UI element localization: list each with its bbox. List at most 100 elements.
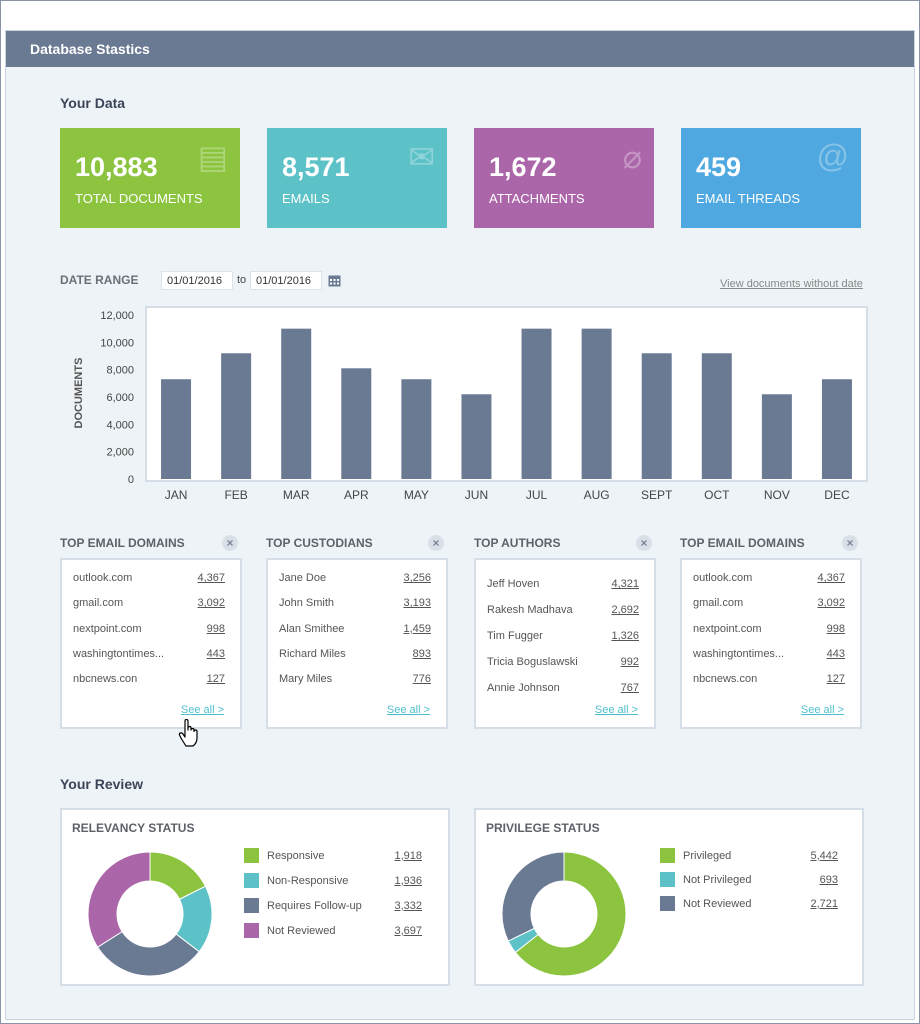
relevancy-status-card: RELEVANCY STATUS Responsive 1,918 Non-Resp… [60, 808, 450, 986]
your-review-heading: Your Review [60, 776, 143, 792]
list-item: gmail.com 3,092 [73, 597, 225, 609]
stat-value: 10,883 [75, 152, 158, 182]
item-count-link[interactable]: 998 [826, 622, 845, 635]
close-icon[interactable]: × [842, 535, 858, 551]
item-count-link[interactable]: 4,321 [611, 578, 639, 590]
legend-swatch [244, 848, 259, 863]
view-documents-without-date-link[interactable]: View documents without date [720, 278, 863, 290]
document-icon: ▤ [197, 139, 228, 175]
close-icon[interactable]: × [222, 535, 238, 551]
stat-card[interactable]: 8,571 EMAILS ✉ [267, 128, 447, 228]
legend-value-link[interactable]: 3,332 [394, 899, 422, 912]
item-name: nextpoint.com [693, 622, 762, 635]
see-all-link[interactable]: See all > [386, 704, 430, 716]
legend-value-link[interactable]: 3,697 [394, 924, 422, 937]
list-item: outlook.com 4,367 [73, 572, 225, 584]
at-icon: @ [816, 138, 849, 174]
y-tick-label: 6,000 [106, 392, 134, 404]
date-to-input[interactable]: 01/01/2016 [250, 271, 322, 290]
bar-nov [761, 394, 792, 479]
legend-value-link[interactable]: 693 [819, 873, 838, 886]
widget-list: Jane Doe 3,256 John Smith 3,193 Alan Smithee… [266, 558, 448, 729]
bar-jun [461, 394, 492, 479]
privilege-title: PRIVILEGE STATUS [486, 821, 600, 835]
donut-slice[interactable] [514, 851, 627, 977]
item-count-link[interactable]: 893 [412, 647, 431, 660]
item-count-link[interactable]: 992 [620, 656, 639, 668]
close-icon[interactable]: × [636, 535, 652, 551]
x-tick-label: APR [344, 488, 369, 502]
donut-slice[interactable] [87, 851, 151, 948]
item-count-link[interactable]: 3,092 [817, 597, 845, 610]
y-tick-label: 2,000 [106, 447, 134, 459]
bar-aug [581, 328, 612, 479]
stat-card[interactable]: 1,672 ATTACHMENTS ⌀ [474, 128, 654, 228]
item-count-link[interactable]: 4,367 [197, 572, 225, 584]
x-tick-label: OCT [704, 488, 730, 502]
list-item: Jane Doe 3,256 [279, 572, 431, 584]
item-count-link[interactable]: 127 [826, 673, 845, 686]
legend-item: Non-Responsive 1,936 [244, 873, 422, 888]
item-name: washingtontimes... [693, 647, 785, 660]
item-name: John Smith [279, 597, 335, 610]
legend-value-link[interactable]: 2,721 [810, 897, 838, 910]
list-item: Annie Johnson 767 [487, 682, 639, 694]
y-tick-label: 8,000 [106, 365, 134, 377]
stat-label: TOTAL DOCUMENTS [75, 191, 203, 206]
widget-list: outlook.com 4,367 gmail.com 3,092 nextpoint.… [60, 558, 242, 729]
legend-label: Requires Follow-up [267, 899, 362, 912]
item-count-link[interactable]: 3,092 [197, 597, 225, 610]
see-all-link[interactable]: See all > [594, 704, 638, 716]
database-statistics-panel: Database Stastics Your Data 10,883 TOTAL … [5, 30, 915, 1020]
legend-swatch [660, 896, 675, 911]
calendar-icon[interactable] [328, 274, 341, 287]
list-item: Alan Smithee 1,459 [279, 623, 431, 635]
item-count-link[interactable]: 443 [826, 647, 845, 660]
donut-slice[interactable] [501, 851, 565, 942]
item-count-link[interactable]: 776 [412, 673, 431, 686]
list-item: washingtontimes... 443 [693, 648, 845, 660]
item-count-link[interactable]: 1,326 [611, 630, 639, 642]
x-tick-label: JUN [465, 488, 488, 502]
envelope-icon: ✉ [408, 139, 435, 175]
stat-card[interactable]: 459 EMAIL THREADS @ [681, 128, 861, 228]
item-name: Rakesh Madhava [487, 604, 573, 616]
list-item: Mary Miles 776 [279, 673, 431, 685]
plot-area [145, 306, 868, 482]
list-item: Tricia Boguslawski 992 [487, 656, 639, 668]
date-from-input[interactable]: 01/01/2016 [161, 271, 233, 290]
bar-dec [821, 379, 852, 479]
hand-cursor-icon [178, 719, 198, 747]
stat-card[interactable]: 10,883 TOTAL DOCUMENTS ▤ [60, 128, 240, 228]
list-item: gmail.com 3,092 [693, 597, 845, 609]
x-tick-label: NOV [764, 488, 790, 502]
stat-label: EMAIL THREADS [696, 191, 801, 206]
item-count-link[interactable]: 767 [620, 682, 639, 694]
see-all-link[interactable]: See all > [180, 704, 224, 716]
item-count-link[interactable]: 1,459 [403, 622, 431, 635]
relevancy-donut-chart [87, 851, 213, 977]
donut-slice[interactable] [96, 930, 200, 977]
x-tick-label: JUL [526, 488, 548, 502]
item-count-link[interactable]: 443 [206, 647, 225, 660]
see-all-link[interactable]: See all > [800, 704, 844, 716]
legend-value-link[interactable]: 1,936 [394, 874, 422, 887]
item-name: Richard Miles [279, 647, 346, 660]
item-count-link[interactable]: 4,367 [817, 572, 845, 584]
legend-item: Not Reviewed 3,697 [244, 923, 422, 938]
legend-item: Requires Follow-up 3,332 [244, 898, 422, 913]
item-count-link[interactable]: 3,193 [403, 597, 431, 610]
item-count-link[interactable]: 2,692 [611, 604, 639, 616]
list-item: nextpoint.com 998 [73, 623, 225, 635]
item-count-link[interactable]: 998 [206, 622, 225, 635]
legend-value-link[interactable]: 1,918 [394, 849, 422, 862]
list-item: nextpoint.com 998 [693, 623, 845, 635]
legend-value-link[interactable]: 5,442 [810, 849, 838, 862]
close-icon[interactable]: × [428, 535, 444, 551]
y-axis-label: DOCUMENTS [73, 358, 85, 429]
item-count-link[interactable]: 127 [206, 673, 225, 686]
item-name: gmail.com [73, 597, 124, 610]
item-count-link[interactable]: 3,256 [403, 572, 431, 584]
item-name: outlook.com [693, 572, 753, 584]
item-name: Jeff Hoven [487, 578, 540, 590]
